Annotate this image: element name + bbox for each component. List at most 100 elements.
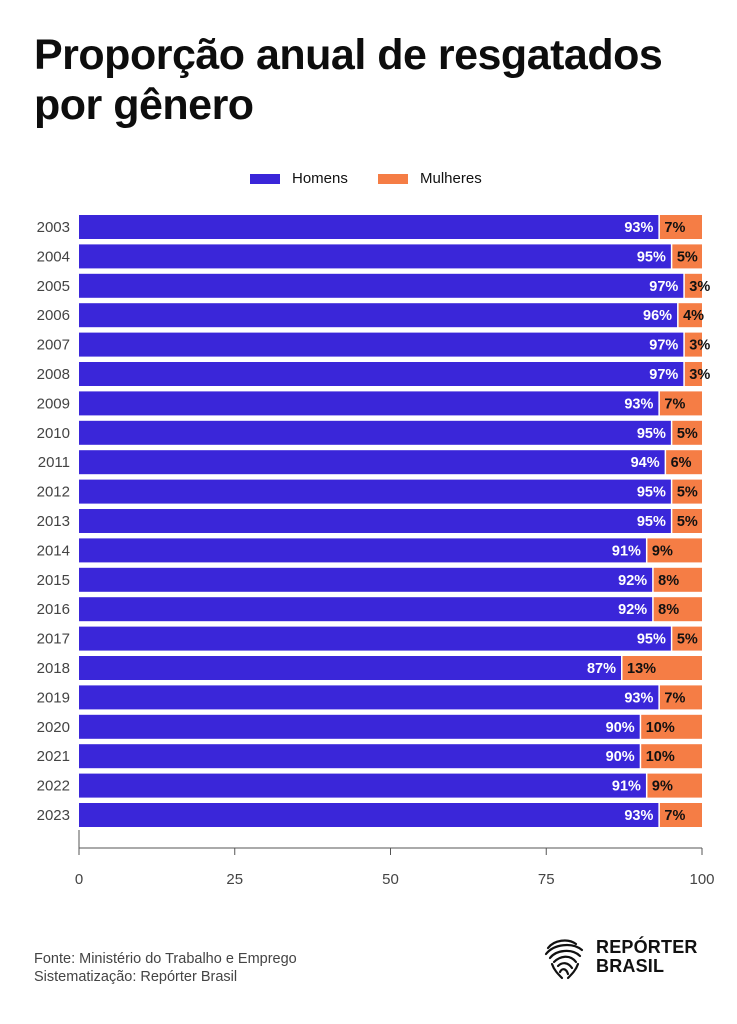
data-label-homens-2014: 91%	[612, 543, 641, 559]
x-tick-label-0: 0	[75, 871, 83, 888]
logo-text-line2: BRASIL	[596, 956, 665, 976]
bar-mulheres-2003	[659, 215, 702, 239]
data-label-homens-2003: 93%	[624, 220, 653, 236]
data-label-mulheres-2015: 8%	[658, 573, 679, 589]
brazil-map-fingerprint-icon	[544, 939, 584, 980]
data-label-homens-2016: 92%	[618, 602, 647, 618]
bar-homens-2013	[79, 509, 671, 533]
x-tick-label-75: 75	[538, 871, 555, 888]
year-label-2016: 2016	[37, 601, 70, 618]
x-tick-label-50: 50	[382, 871, 399, 888]
year-label-2007: 2007	[37, 337, 70, 354]
data-label-mulheres-2020: 10%	[646, 720, 675, 736]
data-label-homens-2010: 95%	[637, 426, 666, 442]
bar-homens-2014	[79, 538, 646, 563]
year-label-2022: 2022	[37, 778, 70, 795]
year-label-2003: 2003	[37, 219, 70, 236]
data-label-mulheres-2006: 4%	[683, 308, 704, 324]
legend-swatch-mulheres	[378, 173, 408, 184]
bar-homens-2009	[79, 391, 659, 416]
year-label-2020: 2020	[37, 719, 70, 736]
bar-homens-2023	[79, 803, 659, 827]
year-label-2009: 2009	[37, 395, 70, 412]
footer: Fonte: Ministério do Trabalho e Emprego …	[34, 950, 297, 986]
bar-mulheres-2014	[647, 538, 702, 563]
bar-mulheres-2012	[672, 479, 702, 504]
data-label-homens-2022: 91%	[612, 779, 641, 795]
year-label-2012: 2012	[37, 484, 70, 501]
data-label-mulheres-2009: 7%	[664, 396, 685, 412]
bar-homens-2017	[79, 626, 671, 651]
x-tick-label-100: 100	[689, 871, 714, 888]
data-label-mulheres-2021: 10%	[646, 749, 675, 765]
data-label-mulheres-2019: 7%	[664, 690, 685, 706]
data-label-homens-2006: 96%	[643, 308, 672, 324]
year-label-2006: 2006	[37, 307, 70, 324]
bars-group: 2003 93% 7% 2004 95% 5% 2005 97% 3% 2006 96% 4% 2007…	[37, 215, 710, 827]
data-label-mulheres-2022: 9%	[652, 779, 673, 795]
data-label-homens-2015: 92%	[618, 573, 647, 589]
systematization-text: Sistematização: Repórter Brasil	[34, 969, 238, 985]
bar-homens-2006	[79, 303, 678, 328]
data-label-mulheres-2016: 8%	[658, 602, 679, 618]
data-label-homens-2005: 97%	[649, 279, 678, 295]
year-label-2014: 2014	[37, 542, 70, 559]
bar-mulheres-2007	[684, 332, 702, 357]
bar-homens-2018	[79, 656, 622, 680]
year-label-2021: 2021	[37, 748, 70, 765]
data-label-homens-2021: 90%	[606, 749, 635, 765]
legend-label-mulheres: Mulheres	[420, 170, 482, 187]
year-label-2017: 2017	[37, 631, 70, 648]
data-label-homens-2011: 94%	[631, 455, 660, 471]
year-label-2005: 2005	[37, 278, 70, 295]
year-label-2010: 2010	[37, 425, 70, 442]
year-label-2011: 2011	[38, 454, 70, 471]
legend-label-homens: Homens	[292, 170, 348, 187]
bar-mulheres-2015	[653, 567, 702, 592]
bar-homens-2021	[79, 744, 640, 769]
data-label-mulheres-2018: 13%	[627, 661, 656, 677]
data-label-mulheres-2013: 5%	[677, 514, 698, 530]
bar-mulheres-2016	[653, 597, 702, 622]
bar-homens-2012	[79, 479, 671, 504]
year-label-2013: 2013	[37, 513, 70, 530]
data-label-mulheres-2007: 3%	[689, 338, 710, 354]
year-label-2004: 2004	[37, 248, 70, 265]
bar-mulheres-2004	[672, 244, 702, 269]
reporter-brasil-logo: REPÓRTER BRASIL	[542, 934, 712, 980]
bar-homens-2010	[79, 420, 671, 445]
bar-homens-2011	[79, 450, 665, 475]
data-label-homens-2018: 87%	[587, 661, 616, 677]
data-label-mulheres-2003: 7%	[664, 220, 685, 236]
data-label-mulheres-2010: 5%	[677, 426, 698, 442]
source-text: Fonte: Ministério do Trabalho e Emprego	[34, 951, 297, 967]
bar-mulheres-2013	[672, 509, 702, 533]
data-label-homens-2019: 93%	[624, 690, 653, 706]
data-label-homens-2009: 93%	[624, 396, 653, 412]
bar-mulheres-2009	[659, 391, 702, 416]
data-label-mulheres-2012: 5%	[677, 485, 698, 501]
data-label-homens-2012: 95%	[637, 485, 666, 501]
bar-homens-2003	[79, 215, 659, 239]
x-tick-label-25: 25	[226, 871, 243, 888]
bar-mulheres-2019	[659, 685, 702, 710]
bar-mulheres-2021	[641, 744, 702, 769]
legend: Homens Mulheres	[0, 170, 737, 190]
legend-item-homens: Homens	[250, 170, 348, 187]
bar-homens-2008	[79, 362, 684, 386]
data-label-homens-2017: 95%	[637, 632, 666, 648]
bar-mulheres-2020	[641, 714, 702, 739]
year-label-2018: 2018	[37, 660, 70, 677]
bar-mulheres-2022	[647, 773, 702, 798]
bar-mulheres-2005	[684, 273, 702, 298]
x-axis: 0 25 50 75 100	[75, 830, 715, 888]
bar-mulheres-2010	[672, 420, 702, 445]
bar-mulheres-2018	[622, 656, 702, 680]
bar-mulheres-2023	[659, 803, 702, 827]
legend-swatch-homens	[250, 173, 280, 184]
year-label-2008: 2008	[37, 366, 70, 383]
data-label-homens-2020: 90%	[606, 720, 635, 736]
bar-homens-2004	[79, 244, 671, 269]
legend-item-mulheres: Mulheres	[378, 170, 482, 187]
data-label-mulheres-2023: 7%	[664, 808, 685, 824]
